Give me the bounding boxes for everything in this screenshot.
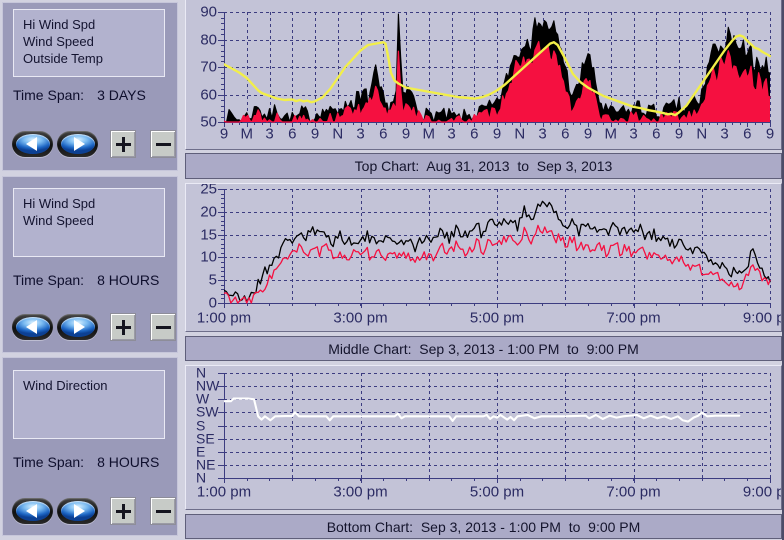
top-chart-canvas [186, 0, 781, 150]
legend-item[interactable]: Wind Direction [23, 378, 108, 393]
caption-text: Top Chart: Aug 31, 2013 to Sep 3, 2013 [354, 158, 613, 174]
right-arrow-icon [73, 137, 85, 151]
button-face [15, 501, 50, 521]
zoom-out-button[interactable] [150, 313, 176, 341]
window-right-edge [782, 0, 784, 540]
legend-item[interactable]: Wind Speed [23, 213, 94, 228]
middle-chart-canvas [186, 184, 781, 331]
top-chart-legend-box[interactable]: Hi Wind Spd Wind Speed Outside Temp [13, 9, 165, 77]
minus-icon [155, 504, 171, 519]
scroll-back-button[interactable] [12, 131, 53, 157]
scroll-back-button[interactable] [12, 314, 53, 340]
top-chart-panel [185, 0, 782, 150]
plus-icon [115, 319, 131, 335]
zoom-in-button[interactable] [110, 130, 136, 158]
timespan-value: 3 DAYS [97, 87, 146, 103]
scroll-forward-button[interactable] [57, 498, 98, 524]
plus-icon [115, 503, 131, 519]
timespan-label: Time Span: [13, 272, 85, 288]
bottom-chart-caption: Bottom Chart: Sep 3, 2013 - 1:00 PM to 9… [185, 514, 782, 539]
top-chart-caption: Top Chart: Aug 31, 2013 to Sep 3, 2013 [185, 153, 782, 179]
middle-chart-buttons [12, 313, 176, 341]
scroll-forward-button[interactable] [57, 131, 98, 157]
zoom-out-button[interactable] [150, 497, 176, 525]
legend-item[interactable]: Hi Wind Spd [23, 17, 96, 32]
top-chart-timespan: Time Span: 3 DAYS [13, 87, 146, 103]
top-chart-control-panel: Hi Wind Spd Wind Speed Outside Temp Time S… [2, 2, 178, 171]
left-arrow-icon [25, 137, 37, 151]
caption-text: Bottom Chart: Sep 3, 2013 - 1:00 PM to 9… [326, 518, 641, 535]
legend-item[interactable]: Outside Temp [23, 51, 103, 66]
middle-chart-legend-box[interactable]: Hi Wind Spd Wind Speed [13, 188, 165, 257]
bottom-chart-canvas [186, 366, 781, 509]
top-chart-buttons [12, 130, 176, 158]
minus-icon [155, 137, 171, 152]
zoom-in-button[interactable] [110, 497, 136, 525]
timespan-value: 8 HOURS [97, 454, 160, 470]
button-face [60, 317, 95, 337]
timespan-label: Time Span: [13, 454, 85, 470]
legend-item[interactable]: Wind Speed [23, 34, 94, 49]
bottom-chart-timespan: Time Span: 8 HOURS [13, 454, 159, 470]
right-arrow-icon [73, 320, 85, 334]
button-face [15, 134, 50, 154]
scroll-back-button[interactable] [12, 498, 53, 524]
middle-chart-control-panel: Hi Wind Spd Wind Speed Time Span: 8 HOURS [2, 176, 178, 353]
bottom-chart-legend-box[interactable]: Wind Direction [13, 370, 165, 439]
middle-chart-panel [185, 183, 782, 332]
zoom-out-button[interactable] [150, 130, 176, 158]
left-arrow-icon [25, 504, 37, 518]
timespan-label: Time Span: [13, 87, 85, 103]
middle-chart-caption: Middle Chart: Sep 3, 2013 - 1:00 PM to 9… [185, 336, 782, 361]
bottom-chart-control-panel: Wind Direction Time Span: 8 HOURS [2, 357, 178, 536]
timespan-value: 8 HOURS [97, 272, 160, 288]
caption-text: Middle Chart: Sep 3, 2013 - 1:00 PM to 9… [328, 340, 639, 357]
zoom-in-button[interactable] [110, 313, 136, 341]
button-face [60, 134, 95, 154]
plus-icon [115, 136, 131, 152]
legend-item[interactable]: Hi Wind Spd [23, 196, 96, 211]
right-arrow-icon [73, 504, 85, 518]
bottom-chart-panel [185, 365, 782, 510]
left-arrow-icon [25, 320, 37, 334]
button-face [60, 501, 95, 521]
button-face [15, 317, 50, 337]
minus-icon [155, 320, 171, 335]
middle-chart-timespan: Time Span: 8 HOURS [13, 272, 159, 288]
scroll-forward-button[interactable] [57, 314, 98, 340]
bottom-chart-buttons [12, 497, 176, 525]
